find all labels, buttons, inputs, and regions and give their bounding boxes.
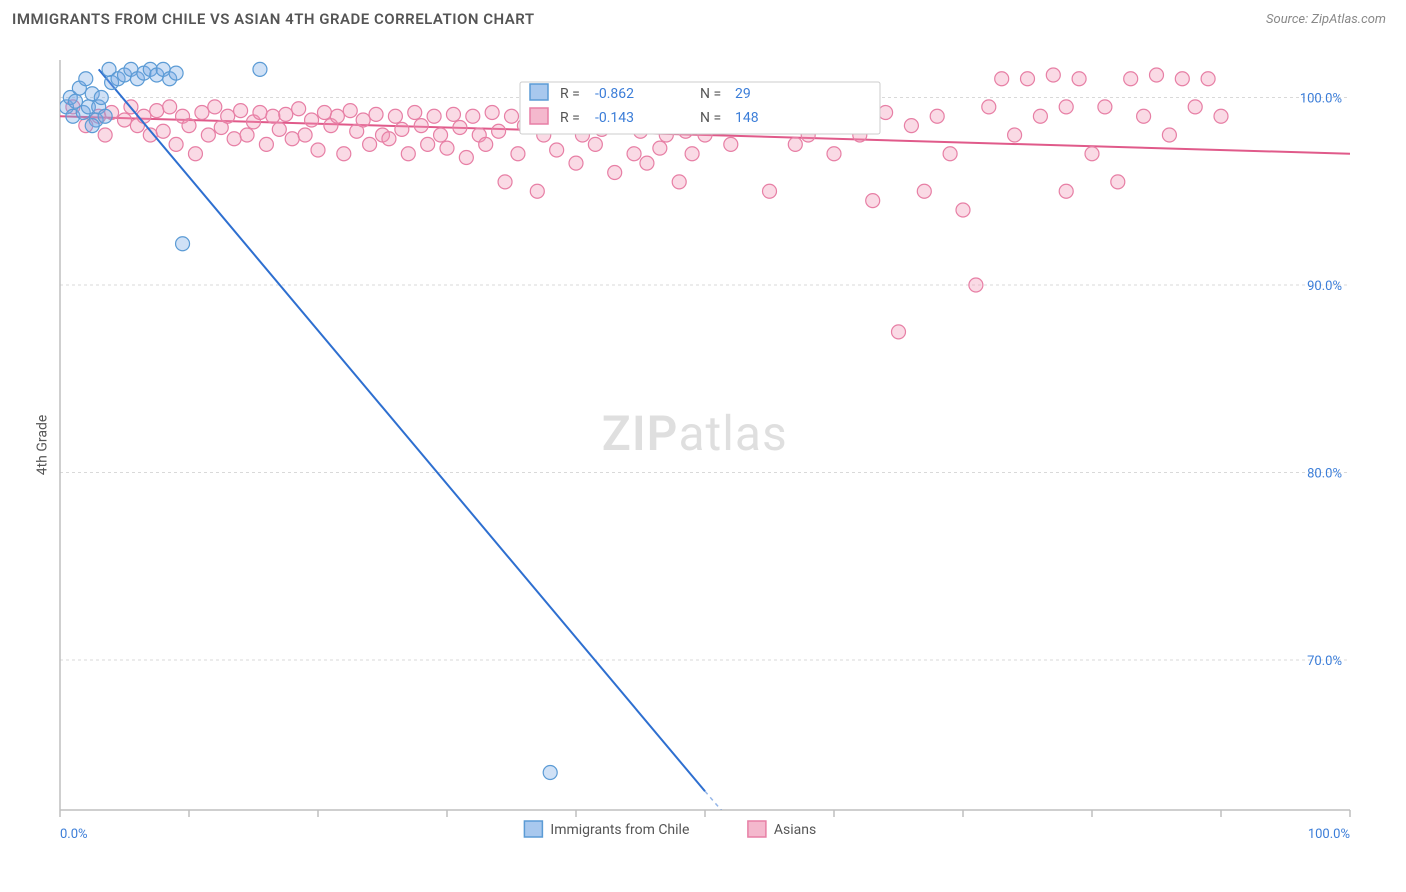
svg-text:90.0%: 90.0%	[1307, 279, 1342, 294]
svg-text:-0.143: -0.143	[595, 110, 634, 126]
svg-text:Immigrants from Chile: Immigrants from Chile	[550, 822, 689, 838]
svg-text:-0.862: -0.862	[595, 86, 634, 102]
scatter-chart: 70.0% 80.0% 90.0% 100.0% 0.0% 100.0% ZIPatlas R…	[0, 40, 1406, 850]
svg-text:ZIPatlas: ZIPatlas	[602, 405, 788, 462]
svg-text:0.0%: 0.0%	[60, 827, 88, 842]
svg-text:70.0%: 70.0%	[1307, 654, 1342, 669]
svg-text:N =: N =	[700, 86, 721, 102]
chart-header: IMMIGRANTS FROM CHILE VS ASIAN 4TH GRADE…	[0, 0, 1406, 34]
chart-area: 4th Grade 70.0% 80.0% 90.0% 100.0% 0.0% 100.0…	[0, 40, 1406, 850]
svg-text:N =: N =	[700, 110, 721, 126]
svg-text:80.0%: 80.0%	[1307, 467, 1342, 482]
svg-text:29: 29	[735, 86, 751, 102]
svg-text:R =: R =	[560, 86, 580, 102]
svg-text:100.0%: 100.0%	[1308, 827, 1350, 842]
svg-text:R =: R =	[560, 110, 580, 126]
svg-text:148: 148	[735, 110, 759, 126]
svg-text:100.0%: 100.0%	[1300, 92, 1342, 107]
y-axis-label: 4th Grade	[34, 415, 50, 476]
svg-text:Asians: Asians	[774, 822, 816, 838]
chart-title: IMMIGRANTS FROM CHILE VS ASIAN 4TH GRADE…	[12, 10, 535, 28]
chart-source: Source: ZipAtlas.com	[1266, 12, 1386, 27]
